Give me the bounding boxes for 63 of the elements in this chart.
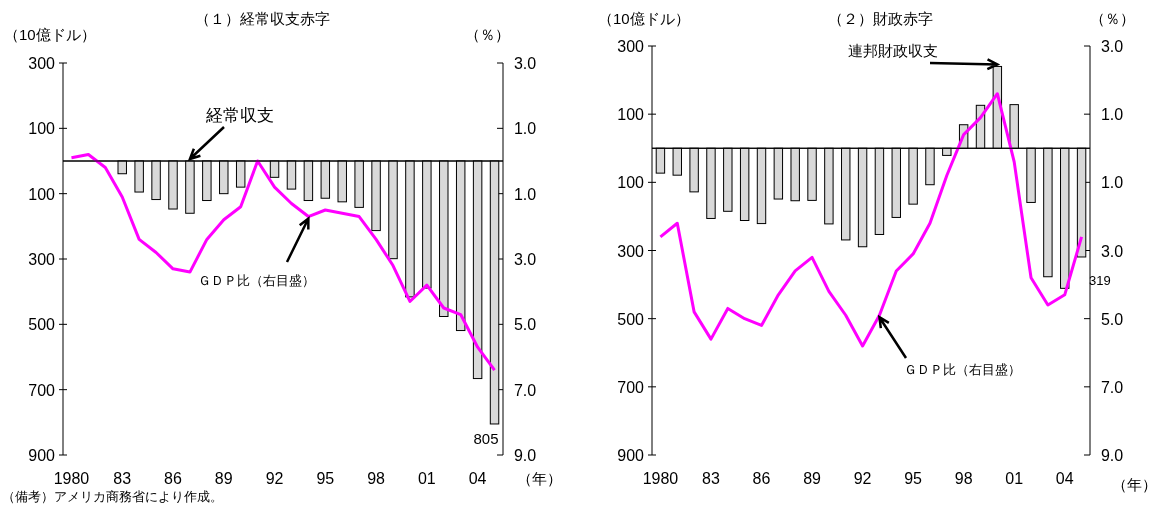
y2-tick-label: 1.0 bbox=[513, 120, 537, 138]
y2-tick-label: 7.0 bbox=[513, 381, 537, 399]
chart-title: （１）経常収支赤字 bbox=[194, 10, 330, 27]
x-tick-label: 86 bbox=[164, 470, 182, 487]
text: ＧＤＰ比（右目盛） bbox=[903, 362, 1021, 377]
x-tick-label: 01 bbox=[417, 470, 436, 487]
annotation: 805 bbox=[473, 429, 499, 447]
x-tick-label: 89 bbox=[803, 470, 822, 487]
x-tick-label: 83 bbox=[702, 470, 720, 487]
y2-tick-label: 1.0 bbox=[1100, 106, 1124, 124]
text: 連邦財政収支 bbox=[848, 42, 938, 59]
x-tick-label: 92 bbox=[265, 470, 284, 487]
x-tick-label: 04 bbox=[1055, 470, 1074, 487]
y-axis-title: （10億ドル） bbox=[4, 26, 96, 43]
y2-tick-label: 3.0 bbox=[513, 55, 537, 72]
y2-tick-label: 1.0 bbox=[1100, 174, 1124, 192]
y-tick-label: 100 bbox=[28, 185, 56, 203]
x-tick-label: 98 bbox=[954, 470, 973, 487]
x-axis-title: （年） bbox=[517, 470, 562, 487]
x-tick-label: 1980 bbox=[53, 470, 90, 487]
y2-tick-label: 3.0 bbox=[1100, 242, 1124, 260]
y2-tick-label: 5.0 bbox=[1100, 310, 1124, 328]
y-tick-label: 900 bbox=[617, 447, 645, 464]
x-tick-label: 95 bbox=[904, 470, 923, 487]
y2-tick-label: 1.0 bbox=[513, 185, 537, 203]
y-tick-label: 700 bbox=[28, 381, 56, 399]
x-tick-label: 92 bbox=[853, 470, 872, 487]
x-tick-label: 01 bbox=[1005, 470, 1024, 487]
y2-tick-label: 9.0 bbox=[513, 447, 537, 464]
x-tick-label: 98 bbox=[367, 470, 386, 487]
y-tick-label: 900 bbox=[28, 447, 56, 464]
y-tick-label: 300 bbox=[617, 242, 645, 260]
y2-axis-title: （％） bbox=[464, 26, 510, 43]
y-tick-label: 300 bbox=[28, 251, 56, 268]
y-tick-label: 100 bbox=[617, 106, 645, 124]
x-tick-label: 89 bbox=[214, 470, 233, 487]
y-tick-label: 500 bbox=[28, 316, 56, 334]
chart-title: （２）財政赤字 bbox=[827, 10, 933, 27]
line-series bbox=[658, 92, 1084, 348]
y-tick-label: 300 bbox=[617, 38, 645, 55]
x-tick-label: 1980 bbox=[642, 470, 679, 487]
y2-tick-label: 5.0 bbox=[513, 316, 537, 334]
text: 経常収支 bbox=[205, 106, 274, 125]
y-tick-label: 100 bbox=[28, 120, 56, 138]
y2-tick-label: 3.0 bbox=[513, 251, 537, 268]
y-tick-label: 500 bbox=[617, 310, 645, 328]
y-axis-title: （10億ドル） bbox=[598, 10, 690, 27]
text: （備考）アメリカ商務省により作成。 bbox=[2, 489, 223, 504]
x-axis-title: （年） bbox=[1112, 476, 1157, 493]
y2-tick-label: 9.0 bbox=[1100, 447, 1124, 464]
x-tick-label: 86 bbox=[752, 470, 771, 487]
y-tick-label: 700 bbox=[617, 378, 645, 396]
series-label: ＧＤＰ比（右目盛） bbox=[197, 273, 315, 288]
annotation: 319 bbox=[1089, 273, 1111, 288]
y-tick-label: 100 bbox=[617, 174, 645, 192]
y-tick-label: 300 bbox=[28, 55, 56, 72]
x-tick-label: 95 bbox=[316, 470, 335, 487]
x-tick-label: 83 bbox=[113, 470, 132, 487]
y2-tick-label: 7.0 bbox=[1100, 378, 1124, 396]
y2-tick-label: 3.0 bbox=[1100, 38, 1124, 55]
y2-axis-title: （％） bbox=[1089, 10, 1135, 27]
line-series bbox=[69, 152, 497, 372]
x-tick-label: 04 bbox=[468, 470, 487, 487]
